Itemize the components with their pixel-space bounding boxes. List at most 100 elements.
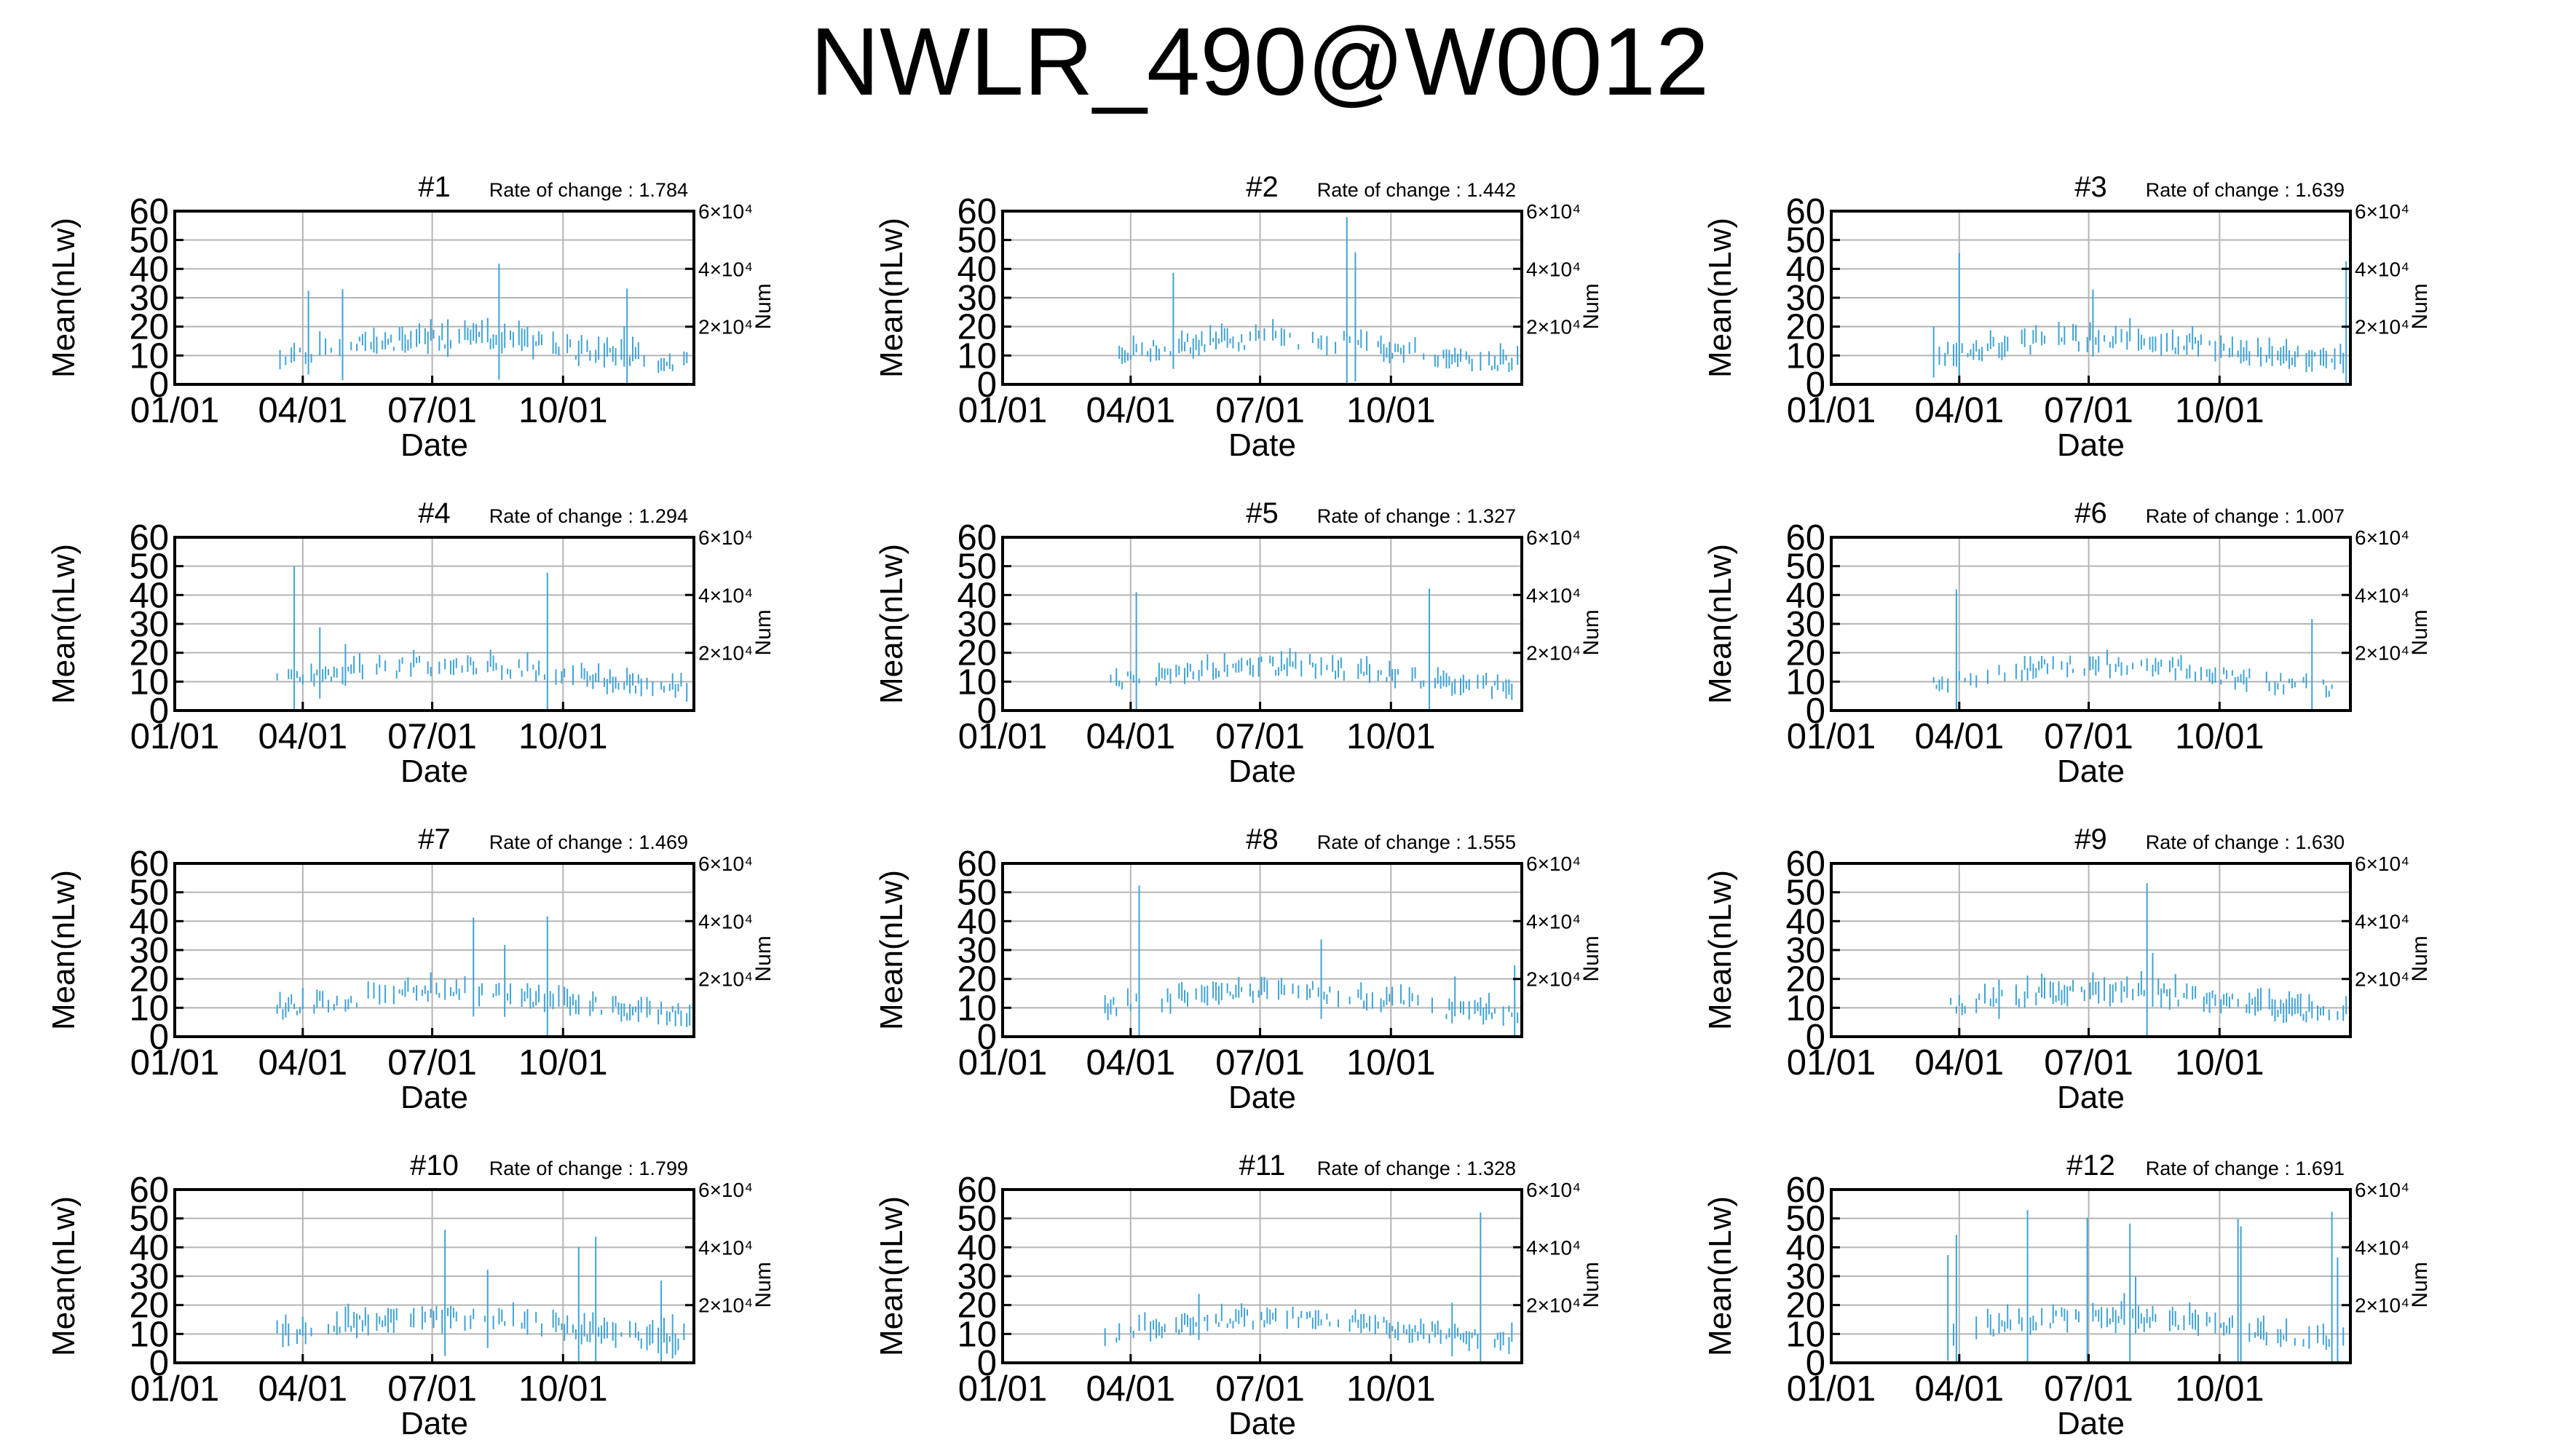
y-tick-label: 30 bbox=[1785, 279, 1825, 318]
rate-of-change: Rate of change : 1.691 bbox=[2146, 1158, 2345, 1179]
x-tick-label: 10/01 bbox=[2175, 1043, 2264, 1083]
x-axis-label: Date bbox=[1228, 1406, 1296, 1441]
y-tick-label: 60 bbox=[957, 518, 997, 558]
x-tick-label: 04/01 bbox=[258, 1043, 347, 1083]
y-tick-label: 10 bbox=[1785, 1315, 1825, 1354]
y2-tick-label: 2×10⁴ bbox=[698, 642, 753, 665]
y-tick-label: 20 bbox=[129, 1286, 169, 1326]
y2-tick-label: 2×10⁴ bbox=[2355, 316, 2409, 339]
y2-tick-label: 4×10⁴ bbox=[698, 584, 753, 606]
x-tick-label: 07/01 bbox=[2044, 1369, 2133, 1409]
x-tick-label: 01/01 bbox=[958, 1369, 1048, 1409]
y-tick-label: 50 bbox=[129, 1200, 169, 1239]
y2-tick-label: 4×10⁴ bbox=[2355, 584, 2409, 606]
rate-of-change: Rate of change : 1.469 bbox=[489, 831, 688, 853]
y-tick-label: 40 bbox=[1785, 902, 1825, 941]
y-tick-label: 0 bbox=[1806, 365, 1825, 405]
x-tick-label: 10/01 bbox=[2175, 1369, 2264, 1409]
y-tick-label: 30 bbox=[1785, 605, 1825, 644]
panel-title: #7 bbox=[418, 823, 451, 855]
y2-axis-label: Num bbox=[2408, 609, 2432, 655]
panel-title: #1 bbox=[418, 171, 451, 203]
y-tick-label: 40 bbox=[1785, 576, 1825, 615]
y2-tick-label: 2×10⁴ bbox=[2355, 968, 2409, 991]
y-tick-label: 50 bbox=[1785, 221, 1825, 261]
x-tick-label: 01/01 bbox=[130, 1369, 220, 1409]
x-tick-label: 01/01 bbox=[958, 1043, 1048, 1083]
y-tick-label: 10 bbox=[129, 989, 169, 1028]
data-series bbox=[1947, 1210, 2345, 1362]
y2-tick-label: 2×10⁴ bbox=[698, 316, 753, 339]
y-tick-label: 50 bbox=[129, 221, 169, 261]
x-tick-label: 01/01 bbox=[958, 717, 1048, 756]
x-tick-label: 01/01 bbox=[130, 391, 220, 430]
y-tick-label: 40 bbox=[957, 250, 997, 289]
panel-title: #3 bbox=[2074, 171, 2107, 203]
x-tick-label: 07/01 bbox=[387, 1369, 477, 1409]
y2-tick-label: 6×10⁴ bbox=[2355, 526, 2409, 549]
x-tick-label: 10/01 bbox=[1346, 391, 1436, 430]
y-tick-label: 60 bbox=[129, 1171, 169, 1210]
rate-of-change: Rate of change : 1.630 bbox=[2146, 831, 2345, 853]
x-tick-label: 10/01 bbox=[518, 1369, 608, 1409]
y2-axis-label: Num bbox=[1579, 283, 1603, 329]
y-tick-label: 30 bbox=[1785, 1257, 1825, 1297]
y-tick-label: 0 bbox=[1806, 1018, 1825, 1057]
x-tick-label: 10/01 bbox=[518, 1043, 608, 1083]
x-axis-label: Date bbox=[2057, 1406, 2125, 1441]
x-axis-label: Date bbox=[1228, 753, 1296, 789]
y2-axis-label: Num bbox=[1579, 1262, 1603, 1307]
y-tick-label: 10 bbox=[1785, 336, 1825, 376]
panel-title: #11 bbox=[1239, 1150, 1286, 1182]
y-axis-label: Mean(nLw) bbox=[1702, 544, 1738, 704]
y-axis-label: Mean(nLw) bbox=[46, 218, 82, 378]
x-tick-label: 07/01 bbox=[387, 391, 477, 430]
x-tick-label: 04/01 bbox=[258, 717, 347, 756]
y-axis-label: Mean(nLw) bbox=[874, 1196, 909, 1356]
y-tick-label: 10 bbox=[957, 662, 997, 702]
y-tick-label: 60 bbox=[957, 844, 997, 884]
y-tick-label: 10 bbox=[1785, 662, 1825, 702]
y2-tick-label: 4×10⁴ bbox=[2355, 1236, 2409, 1259]
panel-title: #8 bbox=[1246, 823, 1279, 855]
y-tick-label: 0 bbox=[1806, 1344, 1825, 1383]
y-tick-label: 0 bbox=[977, 692, 997, 731]
y-tick-label: 60 bbox=[1785, 844, 1825, 884]
y-tick-label: 30 bbox=[129, 605, 169, 644]
y-tick-label: 0 bbox=[1806, 692, 1825, 731]
y2-axis-label: Num bbox=[751, 283, 775, 329]
y-tick-label: 20 bbox=[1785, 308, 1825, 347]
y-tick-label: 20 bbox=[1785, 634, 1825, 673]
y2-tick-label: 4×10⁴ bbox=[698, 1236, 753, 1259]
y-tick-label: 20 bbox=[129, 960, 169, 1000]
x-tick-label: 04/01 bbox=[1914, 1369, 2004, 1409]
panel-title: #12 bbox=[2066, 1150, 2115, 1182]
data-series bbox=[1104, 1212, 1513, 1362]
data-series bbox=[1932, 253, 2347, 384]
x-tick-label: 04/01 bbox=[258, 391, 347, 430]
y-tick-label: 30 bbox=[129, 1257, 169, 1297]
y2-axis-label: Num bbox=[2408, 1262, 2432, 1307]
panel-title: #6 bbox=[2074, 497, 2107, 529]
y2-axis-label: Num bbox=[2408, 283, 2432, 329]
y2-tick-label: 6×10⁴ bbox=[2355, 852, 2409, 875]
y-tick-label: 0 bbox=[149, 365, 169, 405]
x-tick-label: 04/01 bbox=[1086, 391, 1175, 430]
y2-axis-label: Num bbox=[2408, 935, 2432, 981]
y-tick-label: 60 bbox=[129, 518, 169, 558]
x-tick-label: 01/01 bbox=[130, 717, 220, 756]
y-tick-label: 0 bbox=[149, 1018, 169, 1057]
y-tick-label: 30 bbox=[1785, 931, 1825, 970]
y-tick-label: 20 bbox=[957, 308, 997, 347]
x-tick-label: 07/01 bbox=[2044, 1043, 2133, 1083]
y-tick-label: 10 bbox=[957, 336, 997, 376]
y-axis-label: Mean(nLw) bbox=[874, 218, 909, 378]
y-axis-label: Mean(nLw) bbox=[1702, 1196, 1738, 1356]
x-tick-label: 10/01 bbox=[1346, 1369, 1436, 1409]
